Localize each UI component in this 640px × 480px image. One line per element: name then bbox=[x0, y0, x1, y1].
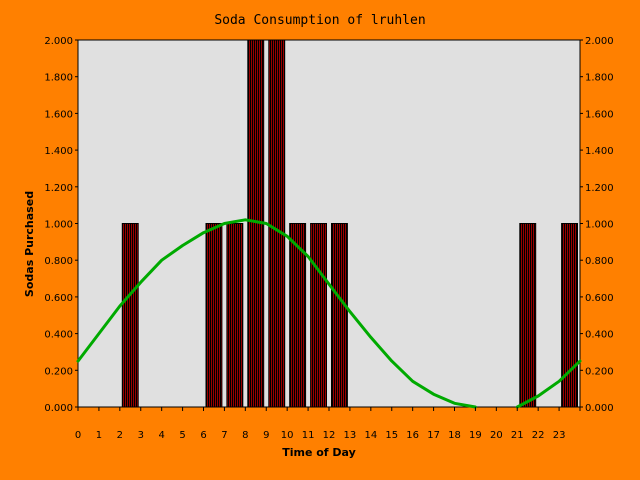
bar-6 bbox=[310, 223, 328, 408]
x-tick-label: 17 bbox=[427, 430, 440, 441]
y-right-tick-label: 1.800 bbox=[585, 73, 614, 84]
y-right-tick-label: 1.200 bbox=[585, 183, 614, 194]
y-left-tick-label: 1.200 bbox=[44, 183, 73, 194]
x-tick-label: 14 bbox=[364, 430, 377, 441]
x-tick-label: 3 bbox=[138, 430, 144, 441]
bar-0 bbox=[121, 223, 139, 408]
x-tick-label: 16 bbox=[406, 430, 419, 441]
x-axis-label: Time of Day bbox=[282, 446, 356, 459]
x-axis: 0 1 2 3 4 5 6 7 8 9 10 11 12 13 14 15 16 17 18 19 20 21 22 23 bbox=[75, 407, 581, 441]
bar-1 bbox=[205, 223, 223, 408]
bar-4 bbox=[268, 39, 286, 408]
x-tick-label: 0 bbox=[75, 430, 81, 441]
y-right-tick-label: 1.400 bbox=[585, 146, 614, 157]
y-right-tick-label: 0.000 bbox=[585, 403, 614, 414]
x-tick-label: 5 bbox=[179, 430, 185, 441]
bar-5 bbox=[289, 223, 307, 408]
x-tick-label: 1 bbox=[96, 430, 102, 441]
x-tick-label: 6 bbox=[200, 430, 206, 441]
y-left-tick-label: 1.800 bbox=[44, 73, 73, 84]
x-tick-label: 11 bbox=[302, 430, 315, 441]
x-tick-label: 19 bbox=[469, 430, 482, 441]
y-right-tick-label: 2.000 bbox=[585, 36, 614, 47]
x-tick-label: 22 bbox=[532, 430, 545, 441]
y-right-tick-label: 0.600 bbox=[585, 293, 614, 304]
x-tick-label: 7 bbox=[221, 430, 227, 441]
y-left-tick-label: 2.000 bbox=[44, 36, 73, 47]
y-axis-right: 0.000 0.200 0.400 0.600 0.800 1.000 1.200 1.400… bbox=[580, 36, 614, 414]
x-tick-label: 20 bbox=[490, 430, 503, 441]
y-right-tick-label: 0.400 bbox=[585, 330, 614, 341]
y-axis-label: Sodas Purchased bbox=[23, 191, 36, 297]
y-right-tick-label: 0.200 bbox=[585, 366, 614, 377]
y-right-tick-label: 1.000 bbox=[585, 220, 614, 231]
bar-2 bbox=[226, 223, 244, 408]
x-tick-label: 4 bbox=[158, 430, 164, 441]
x-tick-label: 12 bbox=[323, 430, 336, 441]
x-tick-label: 2 bbox=[117, 430, 123, 441]
y-right-tick-label: 0.800 bbox=[585, 256, 614, 267]
y-left-tick-label: 0.600 bbox=[44, 293, 73, 304]
trend-line bbox=[76, 218, 582, 409]
y-left-tick-label: 1.600 bbox=[44, 109, 73, 120]
x-tick-label: 18 bbox=[448, 430, 461, 441]
bar-7 bbox=[331, 223, 348, 408]
y-left-tick-label: 0.000 bbox=[44, 403, 73, 414]
x-tick-label: 9 bbox=[263, 430, 269, 441]
y-right-tick-label: 1.600 bbox=[585, 109, 614, 120]
x-tick-label: 21 bbox=[511, 430, 524, 441]
bar-8 bbox=[519, 223, 537, 408]
y-left-tick-label: 0.400 bbox=[44, 330, 73, 341]
x-tick-label: 23 bbox=[553, 430, 566, 441]
x-tick-label: 8 bbox=[242, 430, 248, 441]
y-left-tick-label: 1.400 bbox=[44, 146, 73, 157]
x-tick-label: 15 bbox=[385, 430, 398, 441]
x-tick-label: 10 bbox=[281, 430, 294, 441]
plot-area bbox=[77, 39, 581, 408]
y-left-tick-label: 1.000 bbox=[44, 220, 73, 231]
chart-title: Soda Consumption of lruhlen bbox=[214, 13, 425, 28]
y-left-tick-label: 0.200 bbox=[44, 366, 73, 377]
y-left-tick-label: 0.800 bbox=[44, 256, 73, 267]
bar-9 bbox=[561, 223, 578, 408]
x-tick-label: 13 bbox=[344, 430, 357, 441]
y-axis-left: 0.000 0.200 0.400 0.600 0.800 1.000 1.200 1.400… bbox=[44, 36, 78, 414]
